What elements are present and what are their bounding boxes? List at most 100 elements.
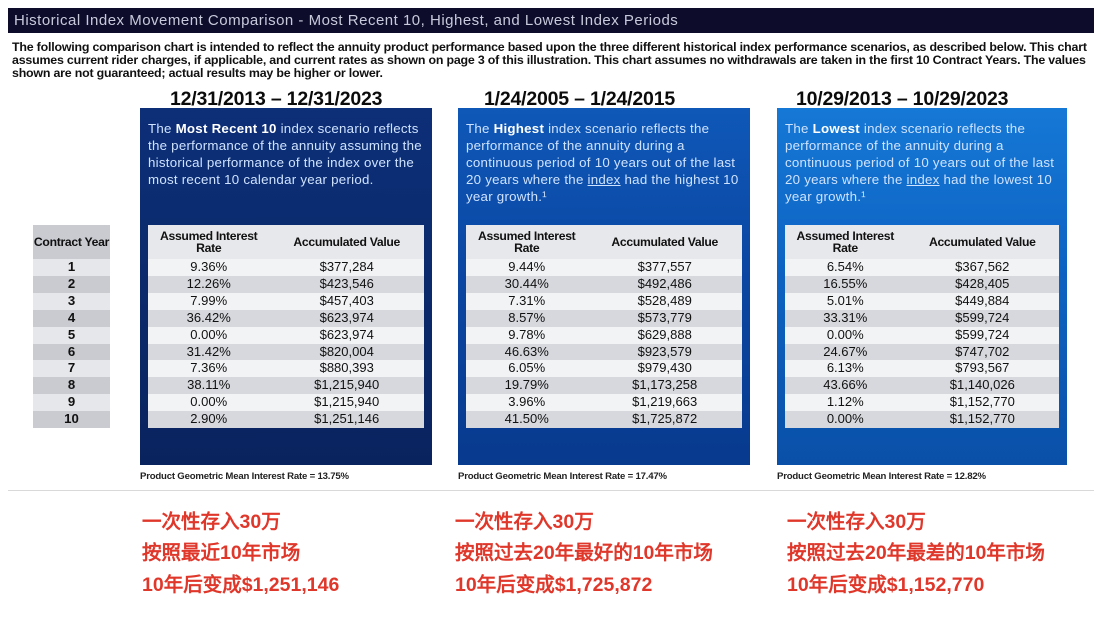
- rate-cell: 3.96%: [466, 394, 588, 412]
- annotation-line: 10年后变成$1,725,872: [455, 573, 653, 596]
- value-cell: $1,219,663: [587, 394, 742, 412]
- table-row: 38.11% $1,215,940: [148, 377, 424, 395]
- year-row: 6: [33, 343, 110, 361]
- year-cell: 4: [33, 309, 110, 327]
- value-cell: $1,725,872: [587, 411, 742, 429]
- annotation-line: 一次性存入30万: [142, 511, 281, 533]
- table-row: 33.31% $599,724: [785, 309, 1059, 327]
- scenario-recent-panel: The Most Recent 10 index scenario reflec…: [140, 108, 432, 465]
- value-cell: $599,724: [905, 326, 1059, 344]
- rate-cell: 6.13%: [785, 360, 906, 378]
- year-row: 3: [33, 292, 110, 310]
- year-cell: 5: [33, 326, 110, 344]
- rate-cell: 8.57%: [466, 309, 588, 327]
- rate-cell: 0.00%: [148, 394, 270, 412]
- value-cell: $923,579: [587, 343, 742, 361]
- rate-cell: 24.67%: [785, 343, 906, 361]
- scenario-lowest-annotation: 一次性存入30万 按照过去20年最差的10年市场 10年后变成$1,152,77…: [787, 507, 1045, 601]
- value-cell: $1,251,146: [269, 411, 424, 429]
- rate-cell: 0.00%: [785, 411, 906, 429]
- table-row: 7.31% $528,489: [466, 292, 742, 310]
- table-row: 6.13% $793,567: [785, 360, 1059, 378]
- rate-cell: 41.50%: [466, 411, 588, 429]
- year-row: 7: [33, 360, 110, 378]
- rate-cell: 2.90%: [148, 411, 270, 429]
- table-row: 46.63% $923,579: [466, 343, 742, 361]
- value-cell: $747,702: [905, 343, 1059, 361]
- scenario-highest-table: Assumed Interest Rate Accumulated Value …: [466, 225, 742, 429]
- value-cell: $423,546: [269, 275, 424, 293]
- year-row: 10: [33, 411, 110, 429]
- document-title: Historical Index Movement Comparison - M…: [8, 8, 1094, 33]
- rate-cell: 7.99%: [148, 292, 270, 310]
- rate-cell: 9.36%: [148, 259, 270, 276]
- rate-cell: 0.00%: [785, 326, 906, 344]
- rate-cell: 6.05%: [466, 360, 588, 378]
- value-cell: $623,974: [269, 309, 424, 327]
- table-row: 41.50% $1,725,872: [466, 411, 742, 429]
- year-cell: 8: [33, 377, 110, 395]
- rate-cell: 7.31%: [466, 292, 588, 310]
- rate-cell: 16.55%: [785, 275, 906, 293]
- table-row: 24.67% $747,702: [785, 343, 1059, 361]
- year-row: 1: [33, 259, 110, 276]
- value-column-header: Accumulated Value: [587, 225, 742, 259]
- value-cell: $820,004: [269, 343, 424, 361]
- year-row: 4: [33, 309, 110, 327]
- value-cell: $1,152,770: [905, 394, 1059, 412]
- table-row: 16.55% $428,405: [785, 275, 1059, 293]
- table-row: 31.42% $820,004: [148, 343, 424, 361]
- table-row: 5.01% $449,884: [785, 292, 1059, 310]
- annotation-line: 按照过去20年最差的10年市场: [787, 542, 1045, 565]
- rate-cell: 38.11%: [148, 377, 270, 395]
- rate-cell: 7.36%: [148, 360, 270, 378]
- scenario-recent-geometric-mean: Product Geometric Mean Interest Rate = 1…: [140, 471, 349, 482]
- rate-cell: 31.42%: [148, 343, 270, 361]
- annotation-line: 10年后变成$1,152,770: [787, 573, 985, 596]
- table-row: 12.26% $423,546: [148, 275, 424, 293]
- rate-cell: 43.66%: [785, 377, 906, 395]
- value-cell: $623,974: [269, 326, 424, 344]
- year-row: 2: [33, 275, 110, 293]
- table-row: 9.78% $629,888: [466, 326, 742, 344]
- table-row: 36.42% $623,974: [148, 309, 424, 327]
- value-cell: $528,489: [587, 292, 742, 310]
- rate-cell: 5.01%: [785, 292, 906, 310]
- rate-cell: 33.31%: [785, 309, 906, 327]
- rate-cell: 46.63%: [466, 343, 588, 361]
- value-cell: $449,884: [905, 292, 1059, 310]
- year-row: 8: [33, 377, 110, 395]
- year-cell: 3: [33, 292, 110, 310]
- annotation-line: 一次性存入30万: [787, 511, 926, 533]
- scenario-recent-annotation: 一次性存入30万 按照最近10年市场 10年后变成$1,251,146: [142, 507, 339, 601]
- rate-cell: 6.54%: [785, 259, 906, 276]
- table-row: 19.79% $1,173,258: [466, 377, 742, 395]
- year-cell: 9: [33, 394, 110, 412]
- value-column-header: Accumulated Value: [905, 225, 1059, 259]
- table-row: 9.44% $377,557: [466, 259, 742, 276]
- annotation-line: 一次性存入30万: [455, 511, 594, 533]
- intro-paragraph: The following comparison chart is intend…: [12, 40, 1087, 80]
- scenario-highest-geometric-mean: Product Geometric Mean Interest Rate = 1…: [458, 471, 667, 482]
- year-cell: 6: [33, 343, 110, 361]
- scenario-highest-annotation: 一次性存入30万 按照过去20年最好的10年市场 10年后变成$1,725,87…: [455, 507, 713, 601]
- table-row: 6.54% $367,562: [785, 259, 1059, 276]
- value-cell: $377,557: [587, 259, 742, 276]
- value-column-header: Accumulated Value: [269, 225, 424, 259]
- annotation-line: 按照过去20年最好的10年市场: [455, 542, 713, 565]
- table-row: 43.66% $1,140,026: [785, 377, 1059, 395]
- contract-year-header: Contract Year: [33, 225, 110, 259]
- table-row: 8.57% $573,779: [466, 309, 742, 327]
- table-row: 9.36% $377,284: [148, 259, 424, 276]
- value-cell: $1,152,770: [905, 411, 1059, 429]
- table-row: 0.00% $599,724: [785, 326, 1059, 344]
- contract-year-column: Contract Year 1 2 3 4 5 6 7 8 9 10: [33, 225, 110, 429]
- year-cell: 7: [33, 360, 110, 378]
- rate-cell: 30.44%: [466, 275, 588, 293]
- scenario-lowest-table: Assumed Interest Rate Accumulated Value …: [785, 225, 1059, 429]
- value-cell: $492,486: [587, 275, 742, 293]
- value-cell: $979,430: [587, 360, 742, 378]
- scenario-recent-table: Assumed Interest Rate Accumulated Value …: [148, 225, 424, 429]
- table-row: 30.44% $492,486: [466, 275, 742, 293]
- annotation-line: 10年后变成$1,251,146: [142, 573, 340, 596]
